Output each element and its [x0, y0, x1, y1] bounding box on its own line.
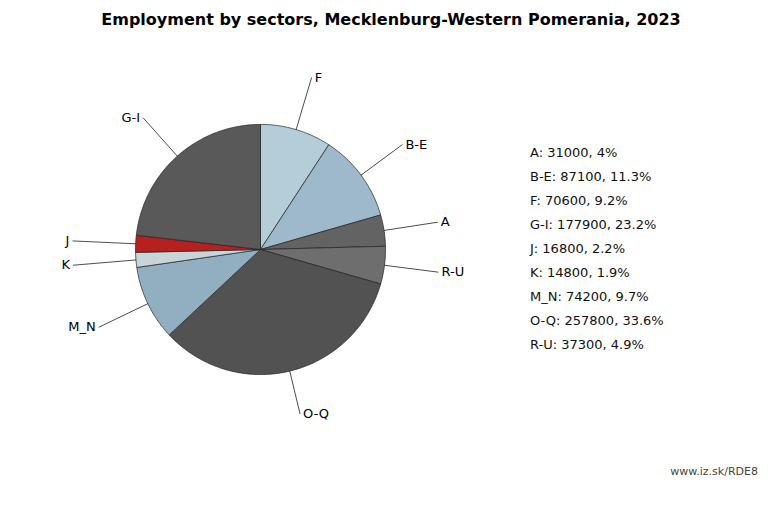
- html-text:Employment by sectors, Mecklen: Employment by sectors, Mecklenburg-Weste…: [101, 10, 681, 29]
- html-text:www.iz.sk/RDE8: www.iz.sk/RDE8: [670, 465, 758, 478]
- svg-text:R-U: R-U: [441, 264, 464, 279]
- html-text:A: 31000, 4%: A: 31000, 4%: [530, 144, 618, 160]
- svg-text:M_N: M_N: [68, 319, 95, 334]
- html-text:J: 16800, 2.2%: J: 16800, 2.2%: [530, 241, 625, 256]
- svg-text:F: F: [315, 70, 322, 85]
- svg-text:O-Q: O-Q: [303, 406, 329, 421]
- html-text:K: 14800, 1.9%: K: 14800, 1.9%: [530, 265, 630, 280]
- html-text:O-Q: 257800, 33.6%: O-Q: 257800, 33.6%: [530, 313, 664, 329]
- svg-text:G-I: G-I: [121, 110, 140, 125]
- html-text:F: 70600, 9.2%: F: 70600, 9.2%: [530, 192, 628, 208]
- html-text:M_N: 74200, 9.7%: M_N: 74200, 9.7%: [530, 289, 649, 305]
- svg-text:J: J: [65, 233, 70, 248]
- html-text:G-I: 177900, 23.2%: G-I: 177900, 23.2%: [530, 216, 657, 232]
- html-text:B-E: 87100, 11.3%: B-E: 87100, 11.3%: [530, 168, 652, 184]
- html-text:R-U: 37300, 4.9%: R-U: 37300, 4.9%: [530, 337, 644, 353]
- svg-text:A: A: [441, 214, 450, 229]
- svg-text:K: K: [61, 257, 70, 272]
- svg-text:B-E: B-E: [405, 137, 427, 152]
